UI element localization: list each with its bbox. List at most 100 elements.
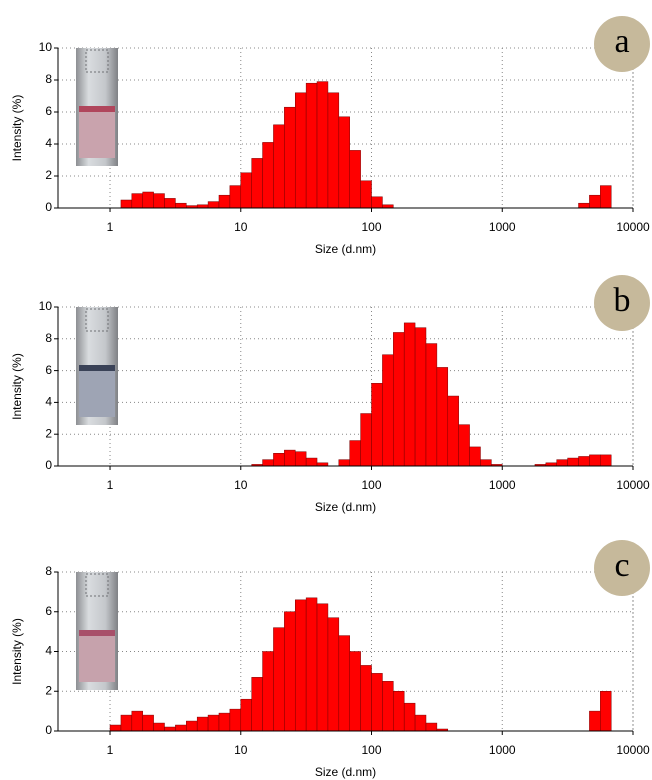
bar <box>567 457 579 467</box>
bar <box>218 194 231 209</box>
x-tick-label: 1 <box>107 220 114 234</box>
bar <box>284 611 296 732</box>
bar <box>349 440 361 467</box>
bar <box>262 651 274 732</box>
y-tick-label: 0 <box>45 200 52 214</box>
panel-label: c <box>614 547 629 584</box>
bar <box>589 454 601 467</box>
y-tick-label: 0 <box>45 458 52 472</box>
panel-badge <box>594 540 650 596</box>
x-tick-label: 1000 <box>489 220 516 234</box>
x-tick-label: 10 <box>234 220 248 234</box>
x-tick-label: 10000 <box>616 743 650 757</box>
vial-liquid <box>79 367 115 417</box>
bar <box>207 714 220 732</box>
x-tick-label: 1 <box>107 478 114 492</box>
bar <box>109 724 122 732</box>
vial-neck <box>85 573 109 597</box>
bar <box>316 603 329 732</box>
bar <box>142 191 154 209</box>
y-tick-label: 2 <box>45 683 52 697</box>
y-tick-label: 10 <box>39 40 53 54</box>
bar <box>349 150 361 209</box>
x-tick-label: 1000 <box>489 743 516 757</box>
y-tick-label: 8 <box>45 564 52 578</box>
bar <box>360 180 372 209</box>
vial-liquid <box>79 108 115 158</box>
bar <box>436 367 449 467</box>
bar <box>273 453 285 467</box>
bar <box>142 714 154 732</box>
bar <box>305 82 318 209</box>
bar <box>393 691 405 732</box>
bar <box>425 343 438 467</box>
bar <box>327 617 340 732</box>
bar <box>414 327 427 467</box>
bar <box>120 714 133 732</box>
bar <box>589 710 601 732</box>
vial-neck <box>85 49 109 73</box>
y-axis-label: Intensity (%) <box>10 618 24 685</box>
bar <box>131 193 143 209</box>
bar <box>273 124 285 209</box>
x-tick-label: 1000 <box>489 478 516 492</box>
bar <box>207 201 220 209</box>
vial-meniscus <box>79 365 115 371</box>
y-tick-label: 2 <box>45 426 52 440</box>
bar <box>578 202 590 209</box>
panel-label: a <box>614 23 629 60</box>
bar <box>360 413 372 467</box>
bar <box>578 456 590 467</box>
bar <box>360 665 372 732</box>
panel-label: b <box>614 282 631 319</box>
bar <box>294 92 307 209</box>
bar <box>338 116 350 209</box>
bar <box>175 202 187 209</box>
bar <box>218 712 231 732</box>
bar <box>305 597 318 732</box>
bar <box>371 673 383 732</box>
vial-meniscus <box>79 630 115 636</box>
vial-liquid <box>79 632 115 682</box>
y-axis-label: Intensity (%) <box>10 353 24 420</box>
bar <box>425 722 438 732</box>
bar <box>600 185 612 209</box>
bar <box>458 424 470 467</box>
y-tick-label: 2 <box>45 168 52 182</box>
bar <box>131 710 143 732</box>
bar <box>262 142 274 209</box>
bar <box>262 459 274 467</box>
y-tick-label: 8 <box>45 331 52 345</box>
bar <box>294 599 307 732</box>
bar <box>294 451 307 467</box>
y-tick-label: 6 <box>45 604 52 618</box>
bar <box>480 459 492 467</box>
bar <box>414 714 427 732</box>
bar <box>403 702 416 732</box>
bar <box>349 651 361 732</box>
bar <box>382 681 394 732</box>
bar <box>393 332 405 467</box>
x-tick-label: 10000 <box>616 478 650 492</box>
bar <box>175 724 187 732</box>
bar <box>273 627 285 732</box>
bar <box>447 395 459 467</box>
x-axis-label: Size (d.nm) <box>315 765 376 779</box>
x-axis-label: Size (d.nm) <box>315 500 376 514</box>
panel-badge <box>594 275 650 331</box>
x-tick-label: 10000 <box>616 220 650 234</box>
x-tick-label: 100 <box>361 743 381 757</box>
bar <box>600 691 612 732</box>
bar <box>371 383 383 467</box>
bar <box>327 92 340 209</box>
y-tick-label: 6 <box>45 104 52 118</box>
bar <box>164 726 176 732</box>
bar <box>371 196 383 209</box>
bar <box>120 199 133 209</box>
vial-meniscus <box>79 106 115 112</box>
bar <box>284 106 296 209</box>
bar <box>284 449 296 467</box>
bar <box>229 185 242 209</box>
x-tick-label: 100 <box>361 220 381 234</box>
